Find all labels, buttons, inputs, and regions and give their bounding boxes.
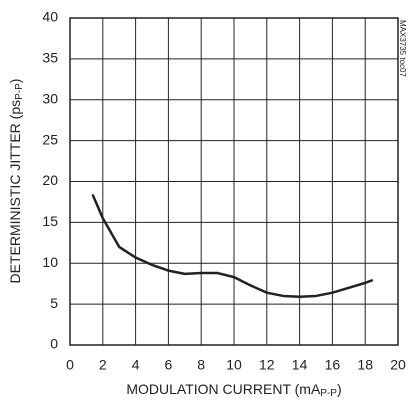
- y-tick-label: 10: [42, 254, 58, 270]
- plot-frame: [69, 17, 399, 346]
- note: MAX3735 toc07: [398, 20, 407, 77]
- x-tick-label: 16: [325, 357, 341, 373]
- y-axis-label: DETERMINISTIC JITTER (psP-P): [7, 79, 25, 284]
- x-label-end: ): [337, 381, 342, 397]
- x-label-main: MODULATION CURRENT (mA: [126, 381, 321, 397]
- y-tick-label: 40: [42, 9, 58, 25]
- x-tick-label: 0: [66, 357, 74, 373]
- x-tick-label: 20: [390, 357, 406, 373]
- x-axis-label: MODULATION CURRENT (mAP-P): [126, 381, 341, 399]
- y-tick-label: 35: [42, 50, 58, 66]
- x-tick-label: 12: [259, 357, 275, 373]
- y-tick-label: 25: [42, 131, 58, 147]
- y-label-main: DETERMINISTIC JITTER (ps: [7, 100, 23, 284]
- x-tick-label: 10: [226, 357, 242, 373]
- y-tick-label: 5: [50, 295, 58, 311]
- y-tick-label: 15: [42, 213, 58, 229]
- data-line: [91, 194, 374, 299]
- x-label-sub: P-P: [320, 388, 337, 399]
- x-tick-label: 6: [165, 357, 173, 373]
- y-tick-label: 0: [50, 336, 58, 352]
- x-tick-label: 14: [292, 357, 308, 373]
- x-tick-label: 4: [132, 357, 140, 373]
- y-label-sub: P-P: [14, 83, 25, 100]
- x-tick-label: 18: [357, 357, 373, 373]
- y-tick-label: 30: [42, 90, 58, 106]
- y-tick-label: 20: [42, 172, 58, 188]
- x-tick-label: 2: [99, 357, 107, 373]
- y-label-end: ): [7, 79, 23, 84]
- x-tick-label: 8: [197, 357, 205, 373]
